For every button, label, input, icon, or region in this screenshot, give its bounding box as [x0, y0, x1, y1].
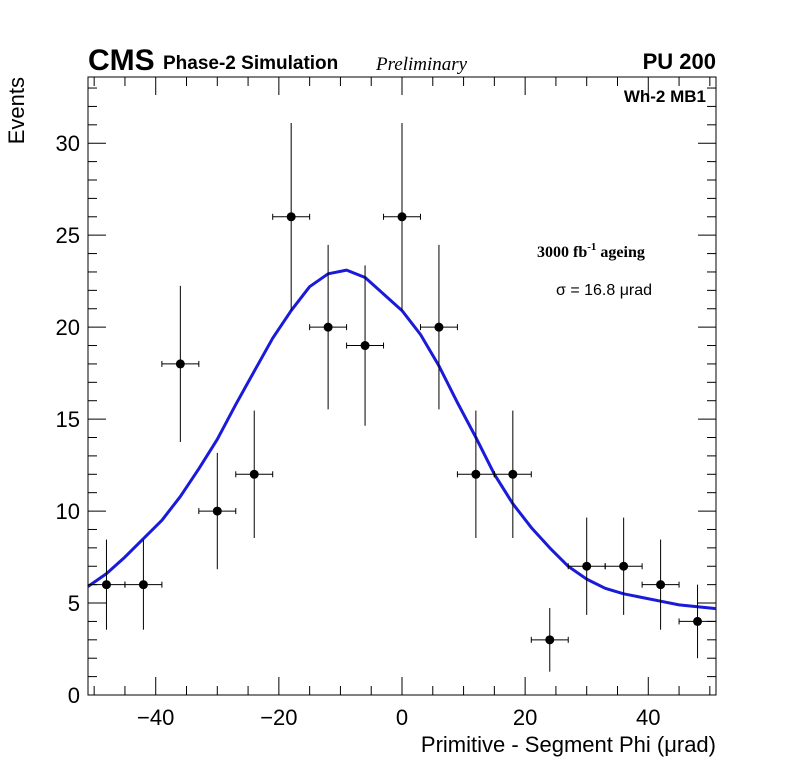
data-marker [212, 506, 222, 516]
data-point [678, 584, 717, 659]
pileup-label: PU 200 [643, 49, 716, 74]
data-marker [619, 561, 629, 571]
data-marker [323, 322, 333, 332]
data-point [419, 244, 458, 410]
y-tick-label: 0 [68, 683, 80, 708]
data-point [309, 244, 348, 410]
x-tick-label: −20 [260, 705, 297, 730]
x-tick-label: 20 [513, 705, 537, 730]
preliminary-label: Preliminary [375, 54, 468, 75]
data-marker [434, 322, 444, 332]
data-points [87, 123, 717, 672]
fit-curve [87, 268, 717, 611]
data-point [493, 410, 532, 539]
y-axis-title: Events [4, 77, 29, 144]
x-axis-title: Primitive - Segment Phi (μrad) [421, 732, 716, 757]
data-point [383, 123, 421, 311]
axis-ticks [88, 77, 716, 696]
data-point [161, 285, 200, 442]
data-marker [656, 580, 666, 590]
x-tick-label: 40 [636, 705, 660, 730]
data-point [198, 452, 237, 570]
x-tick-label: 0 [396, 705, 408, 730]
data-point [346, 265, 385, 426]
ageing-label: 3000 fb-1 ageing [537, 241, 645, 261]
data-marker [545, 635, 555, 645]
y-tick-label: 15 [56, 407, 80, 432]
region-label: Wh-2 MB1 [624, 87, 706, 106]
data-marker [138, 580, 148, 590]
data-marker [175, 359, 185, 369]
data-marker [693, 616, 703, 626]
y-tick-label: 30 [56, 131, 80, 156]
data-point [530, 607, 569, 672]
y-tick-label: 5 [68, 591, 80, 616]
data-marker [360, 341, 370, 351]
data-marker [508, 469, 518, 479]
data-marker [397, 212, 407, 222]
data-point [235, 410, 274, 539]
y-tick-label: 20 [56, 315, 80, 340]
data-point [87, 539, 126, 630]
data-point [124, 539, 163, 630]
data-marker [582, 561, 592, 571]
y-tick-label: 10 [56, 499, 80, 524]
sigma-label: σ = 16.8 μrad [556, 282, 652, 299]
data-point [456, 410, 495, 539]
data-marker [101, 580, 111, 590]
data-point [567, 517, 606, 615]
data-marker [249, 469, 259, 479]
data-marker [471, 469, 481, 479]
data-marker [286, 212, 296, 222]
axis-tick-labels: −40 −20 0 20 40 0 5 10 15 20 25 30 [56, 131, 661, 730]
data-point [641, 539, 680, 630]
data-point [272, 123, 311, 311]
cms-label: CMS [88, 44, 155, 77]
phase2-simulation-label: Phase-2 Simulation [163, 53, 338, 74]
y-tick-label: 25 [56, 223, 80, 248]
data-point [604, 517, 643, 615]
fit-layer [87, 268, 717, 611]
x-tick-label: −40 [137, 705, 174, 730]
